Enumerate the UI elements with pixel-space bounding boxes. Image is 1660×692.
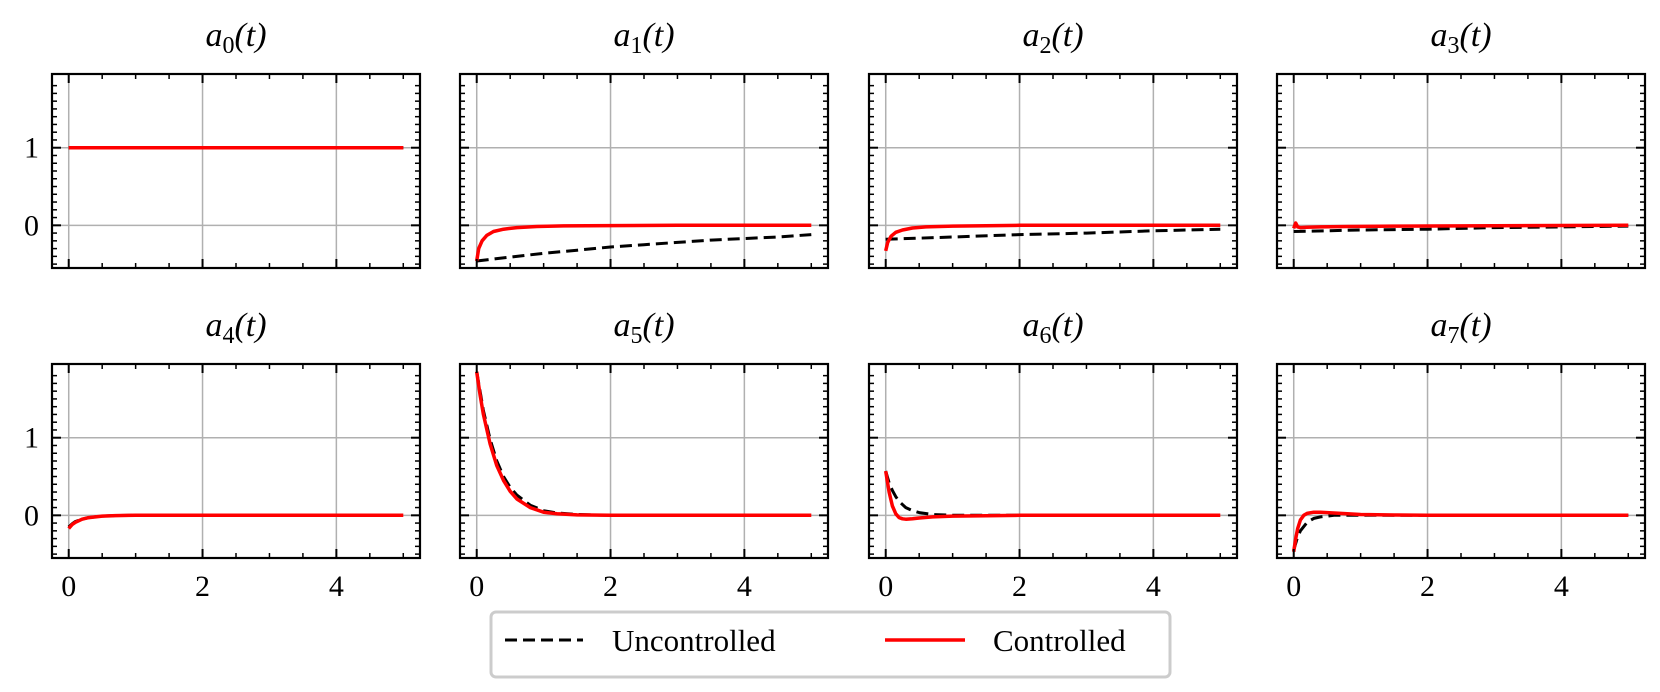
uncontrolled-line bbox=[1292, 513, 1629, 551]
controlled-line bbox=[1292, 221, 1629, 230]
panel-title: a7(t) bbox=[1430, 307, 1491, 349]
xtick-label: 0 bbox=[878, 570, 893, 603]
ytick-label: 0 bbox=[24, 209, 39, 242]
legend-controlled-label: Controlled bbox=[993, 623, 1126, 658]
controlled-line bbox=[474, 371, 812, 518]
controlled-line bbox=[883, 470, 1221, 521]
panel-title: a5(t) bbox=[613, 307, 674, 349]
controlled-line bbox=[67, 513, 404, 530]
panel-2: a2(t) bbox=[867, 17, 1239, 270]
xtick-label: 4 bbox=[1554, 570, 1569, 603]
panel-title: a4(t) bbox=[205, 307, 266, 349]
xtick-label: 2 bbox=[603, 570, 618, 603]
panels: 0 1 a0(t) a1(t) a2(t) a3(t) 0 1 0 2 4 a4(t) 0 2 4 a5(t)… bbox=[24, 17, 1647, 603]
legend-frame bbox=[489, 610, 1172, 679]
axes-frame bbox=[50, 362, 422, 560]
controlled-line bbox=[883, 223, 1221, 252]
xtick-label: 0 bbox=[469, 570, 484, 603]
panel-6: 0 2 4 a6(t) bbox=[867, 307, 1239, 603]
controlled-line bbox=[474, 223, 812, 262]
ytick-label: 0 bbox=[24, 499, 39, 532]
panel-5: 0 2 4 a5(t) bbox=[458, 307, 830, 603]
panel-title: a2(t) bbox=[1022, 17, 1083, 59]
controlled-line bbox=[1291, 510, 1629, 553]
xtick-label: 0 bbox=[61, 570, 76, 603]
uncontrolled-line bbox=[475, 371, 812, 517]
uncontrolled-line bbox=[885, 227, 1221, 241]
ytick-label: 1 bbox=[24, 422, 39, 455]
xtick-label: 4 bbox=[737, 570, 752, 603]
uncontrolled-line bbox=[884, 470, 1221, 517]
axes-frame bbox=[1275, 72, 1647, 270]
xtick-label: 4 bbox=[1146, 570, 1161, 603]
panel-title: a6(t) bbox=[1022, 307, 1083, 349]
panel-1: a1(t) bbox=[458, 17, 830, 270]
legend-uncontrolled-label: Uncontrolled bbox=[612, 623, 776, 658]
xtick-label: 2 bbox=[195, 570, 210, 603]
axes-frame bbox=[1275, 362, 1647, 560]
xtick-label: 4 bbox=[329, 570, 344, 603]
panel-4: 0 1 0 2 4 a4(t) bbox=[24, 307, 422, 603]
panel-7: 0 2 4 a7(t) bbox=[1275, 307, 1647, 603]
xtick-label: 2 bbox=[1420, 570, 1435, 603]
panel-title: a3(t) bbox=[1430, 17, 1491, 59]
axes-frame bbox=[458, 362, 830, 560]
xtick-label: 0 bbox=[1286, 570, 1301, 603]
panel-3: a3(t) bbox=[1275, 17, 1647, 270]
panel-title: a0(t) bbox=[205, 17, 266, 59]
panel-title: a1(t) bbox=[613, 17, 674, 59]
axes-frame bbox=[867, 362, 1239, 560]
xtick-label: 2 bbox=[1012, 570, 1027, 603]
axes-frame bbox=[50, 72, 422, 270]
panel-0: 0 1 a0(t) bbox=[24, 17, 422, 270]
uncontrolled-line bbox=[476, 233, 812, 263]
axes-frame bbox=[458, 72, 830, 270]
legend: Uncontrolled Controlled bbox=[489, 610, 1172, 679]
ytick-label: 1 bbox=[24, 132, 39, 165]
